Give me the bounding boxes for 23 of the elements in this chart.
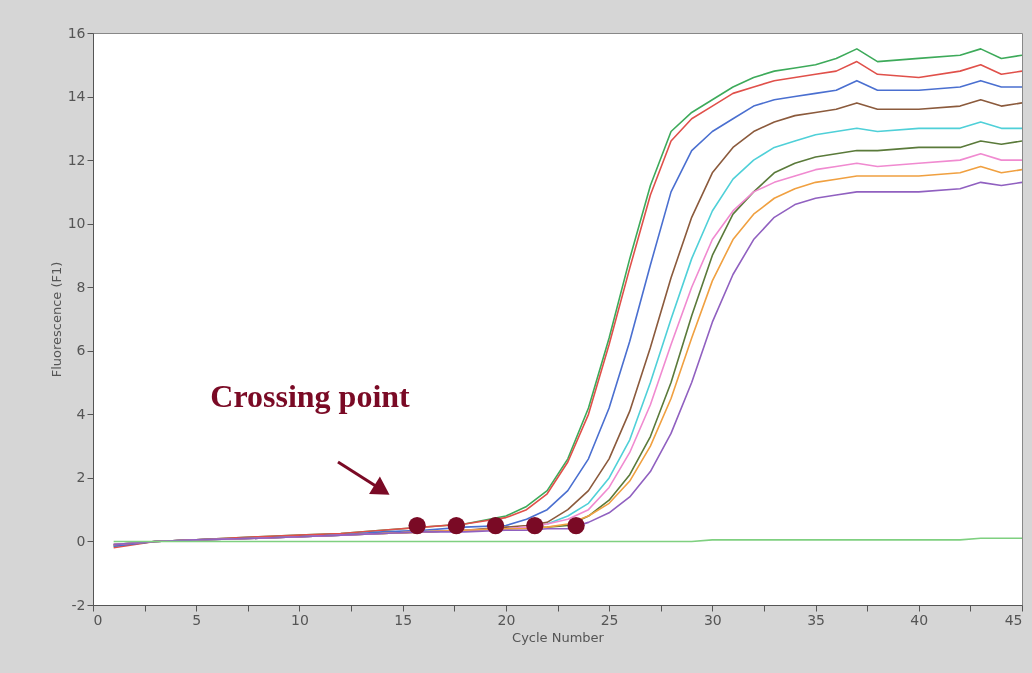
x-tick-label: 10 <box>291 611 309 628</box>
y-tick-label: 8 <box>76 278 86 295</box>
x-tick-label: 25 <box>600 611 619 628</box>
x-tick-label: 5 <box>192 611 202 628</box>
y-tick-label: 4 <box>76 405 86 422</box>
x-tick-label: 0 <box>93 611 103 628</box>
y-tick-label: 2 <box>76 469 86 486</box>
y-tick-label: 12 <box>67 151 86 168</box>
annotation: Crossing point <box>210 378 411 414</box>
x-tick-label: 35 <box>807 611 825 628</box>
y-axis-title: Fluorescence (F1) <box>48 261 64 378</box>
y-tick-label: 6 <box>76 342 86 359</box>
y-tick-label: 10 <box>67 215 86 232</box>
x-tick-label: 40 <box>910 611 929 628</box>
x-tick-label: 15 <box>394 611 413 628</box>
y-tick-label: -2 <box>71 596 86 613</box>
y-tick-label: 16 <box>67 24 86 41</box>
x-tick-label: 30 <box>703 611 722 628</box>
x-axis-title: Cycle Number <box>512 629 605 645</box>
y-tick-label: 0 <box>76 532 86 549</box>
y-tick-label: 14 <box>67 88 86 105</box>
x-tick-label: 20 <box>497 611 516 628</box>
x-tick-label: 45 <box>1004 611 1023 628</box>
